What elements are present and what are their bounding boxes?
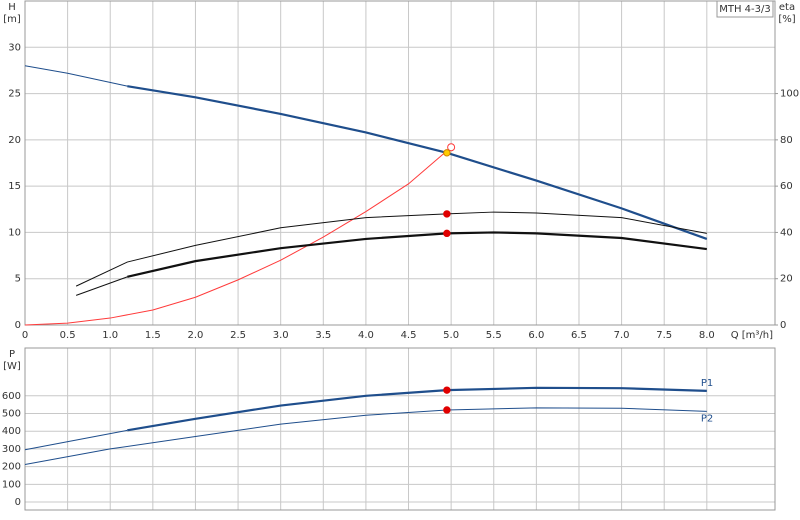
curve [24,429,128,451]
x-tick-label: 6.0 [528,330,544,341]
plot-frame [24,347,776,511]
duty-point [443,210,451,218]
x-tick-label: 4.0 [358,330,374,341]
y-tick-label: 30 [8,42,21,53]
y2-tick-label: 0 [780,320,786,331]
y-tick-label: 5 [15,274,21,285]
curve-label: P1 [701,378,713,389]
y-tick-label: 300 [2,444,21,455]
curve [127,85,708,240]
y-tick-label: 15 [8,181,21,192]
x-tick-label: 2.5 [230,330,246,341]
curve [24,146,452,326]
duty-point [443,406,451,414]
y2-tick-label: 60 [780,181,793,192]
curve [127,386,707,432]
y2-tick-label: 20 [780,274,793,285]
y-tick-label: 0 [15,320,21,331]
x-tick-label: 3.0 [273,330,289,341]
curve [24,407,707,465]
y2-tick-label: 100 [780,89,799,100]
x-tick-label: 0.5 [60,330,76,341]
x-tick-label: 2.0 [188,330,204,341]
y-tick-label: 20 [8,135,21,146]
x-tick-label: 4.5 [401,330,417,341]
x-tick-label: 0 [22,330,28,341]
curve-label: P2 [701,413,713,424]
y-axis-label: H [8,2,16,13]
curve [75,276,128,296]
plot-area [25,348,775,510]
y-tick-label: 10 [8,227,21,238]
title-box [716,0,774,18]
x-axis-label: Q [m³/h] [731,330,773,341]
y-tick-label: 400 [2,426,21,437]
x-tick-label: 7.0 [614,330,630,341]
x-tick-label: 3.5 [315,330,331,341]
duty-point [443,149,451,157]
y-tick-label: 25 [8,89,21,100]
curve [75,211,707,287]
duty-point [447,143,456,152]
y-axis-label: P [9,349,15,360]
y-tick-label: 600 [2,391,21,402]
x-tick-label: 6.5 [571,330,587,341]
x-tick-label: 5.5 [486,330,502,341]
duty-point [443,229,451,238]
y2-axis-label: eta [779,2,795,13]
x-tick-label: 1.0 [102,330,118,341]
x-tick-label: 7.5 [656,330,672,341]
duty-point [443,386,451,394]
x-tick-label: 1.5 [145,330,161,341]
curve [24,65,128,87]
y-axis-unit: [m] [3,14,21,25]
y2-axis-unit: [%] [778,14,795,25]
chart-title: MTH 4-3/3 [719,4,771,15]
y-tick-label: 200 [2,462,21,473]
plot-frame [24,0,776,326]
plot-area [25,1,775,325]
y-tick-label: 100 [2,479,21,490]
x-tick-label: 5.0 [443,330,459,341]
y-tick-label: 500 [2,409,21,420]
y2-tick-label: 80 [780,135,793,146]
y2-tick-label: 40 [780,227,793,238]
y-tick-label: 0 [15,497,21,508]
x-tick-label: 8.0 [699,330,715,341]
y-axis-unit: [W] [3,361,21,372]
